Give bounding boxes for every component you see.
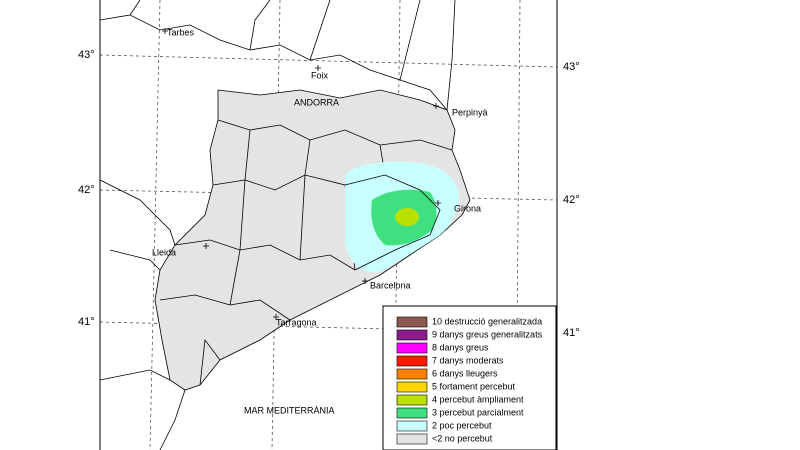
legend-label: <2 no percebut — [432, 433, 493, 443]
place-label: Tarbes — [167, 27, 195, 37]
legend-label: 9 danys greus generalitzats — [432, 329, 543, 339]
borders — [99, 0, 456, 450]
legend-swatch — [396, 407, 428, 419]
legend-swatch — [396, 316, 428, 328]
legend-label: 5 fortament percebut — [432, 381, 516, 391]
legend-swatch — [396, 433, 428, 445]
latitude-label: 42° — [563, 194, 580, 206]
place-label: Girona — [454, 203, 481, 213]
legend-label: 8 danys greus — [432, 342, 489, 352]
legend: 10 destrucció generalitzada 9 danys greus… — [396, 316, 543, 445]
comarca-borders-east — [344, 174, 441, 271]
legend-swatch — [396, 381, 428, 393]
legend-label: 2 poc percebut — [432, 420, 492, 430]
place-label: Foix — [311, 70, 329, 80]
place-label: Perpinyà — [452, 107, 488, 117]
zone-intensity-4 — [395, 208, 419, 226]
place-label: Tarragona — [276, 317, 317, 327]
legend-label: 4 percebut àmpliament — [432, 394, 524, 404]
latitude-label: 43° — [563, 61, 580, 73]
latitude-label: 41° — [563, 327, 580, 339]
legend-label: 6 danys lleugers — [432, 368, 498, 378]
place-label: ANDORRA — [294, 97, 339, 107]
legend-swatch — [396, 355, 428, 367]
legend-swatch — [396, 394, 428, 406]
legend-swatch — [396, 342, 428, 354]
place-label: Lleida — [152, 247, 176, 257]
legend-swatch — [396, 329, 428, 341]
place-label: MAR MEDITERRÀNIA — [244, 405, 335, 415]
legend-label: 10 destrucció generalitzada — [432, 316, 542, 326]
legend-swatch — [396, 420, 428, 432]
legend-swatch — [396, 368, 428, 380]
place-markers — [162, 28, 441, 320]
latitude-label: 43° — [78, 49, 95, 61]
place-label: Barcelona — [370, 280, 411, 290]
legend-label: 3 percebut parcialment — [432, 407, 524, 417]
legend-label: 7 danys moderats — [432, 355, 504, 365]
latitude-label: 41° — [78, 316, 95, 328]
latitude-label: 42° — [78, 184, 95, 196]
